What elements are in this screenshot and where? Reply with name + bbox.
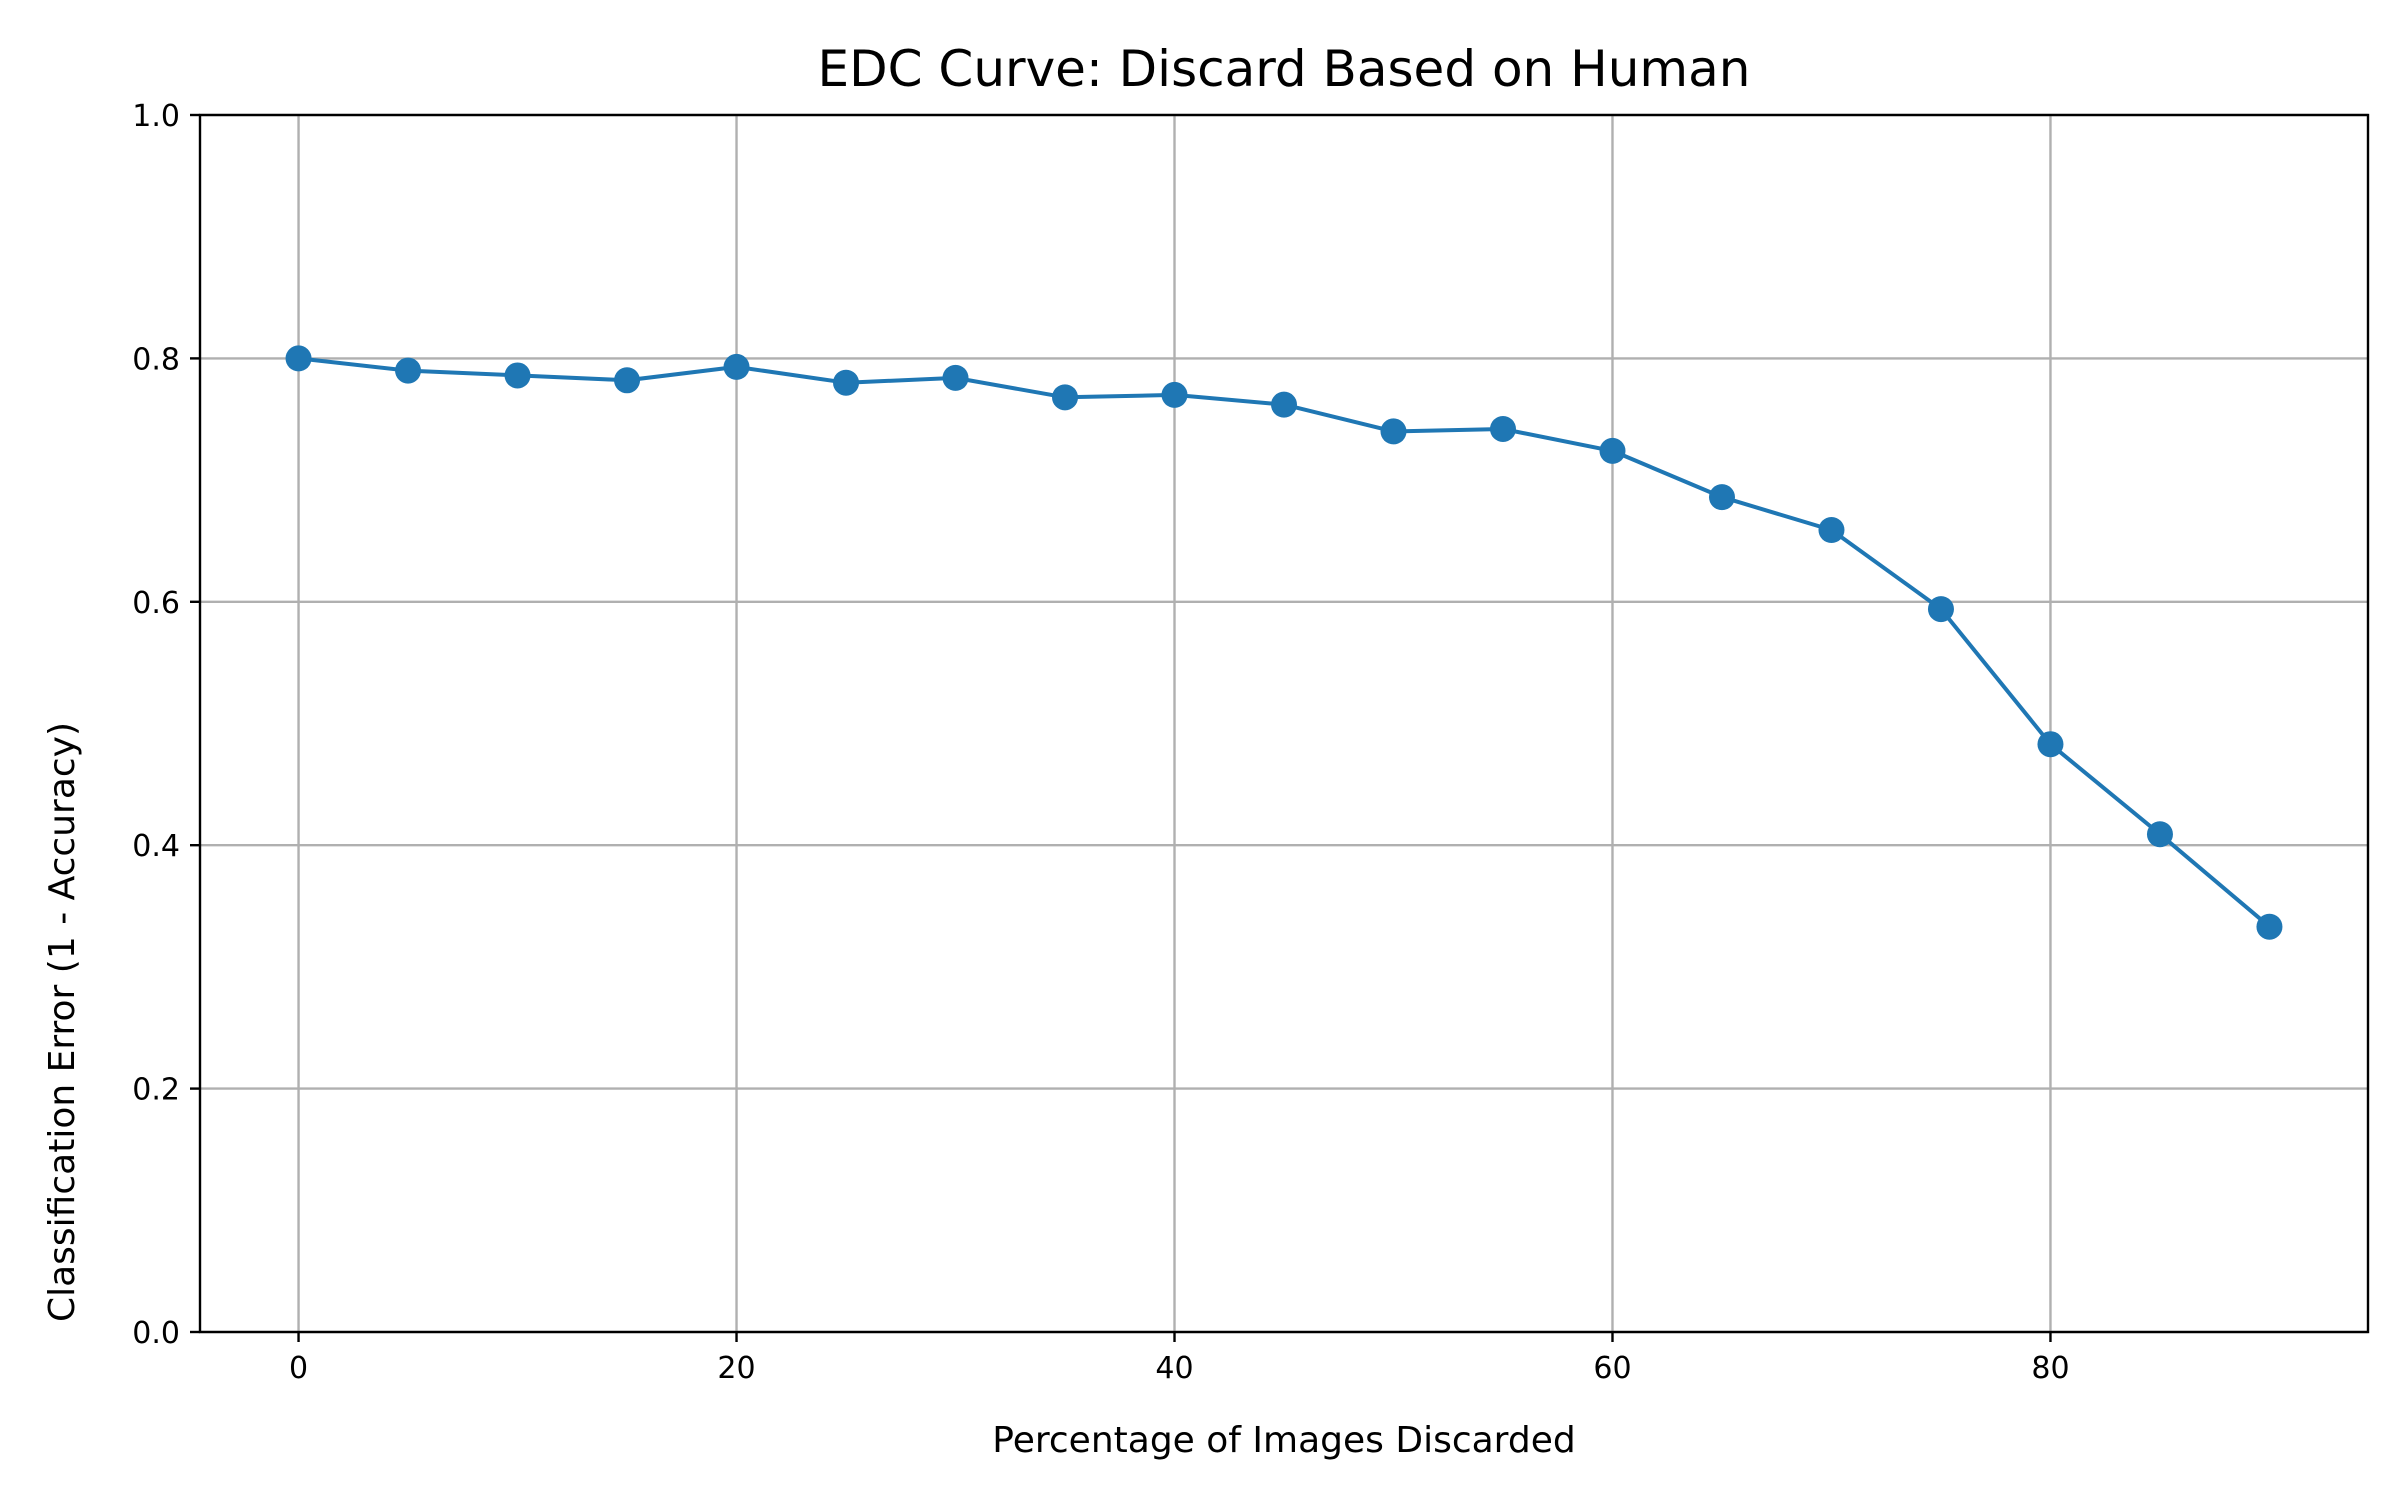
y-tick-label: 0.2 <box>132 1073 180 1108</box>
x-axis-label: Percentage of Images Discarded <box>992 1420 1575 1461</box>
y-axis-label: Classification Error (1 - Accuracy) <box>42 722 83 1322</box>
data-point <box>285 345 312 372</box>
x-tick-label: 60 <box>1593 1351 1631 1386</box>
data-point <box>723 353 750 380</box>
x-tick-label: 40 <box>1155 1351 1193 1386</box>
data-point <box>1052 384 1079 411</box>
data-point <box>504 362 531 389</box>
data-point <box>1489 415 1516 442</box>
data-point <box>1927 596 1954 623</box>
data-point <box>833 369 860 396</box>
data-point <box>1708 484 1735 511</box>
y-tick-label: 0.6 <box>132 586 180 621</box>
y-tick-label: 0.8 <box>132 342 180 377</box>
plot-area-frame <box>198 113 2370 1334</box>
data-point <box>942 364 969 391</box>
y-tick-label: 0.4 <box>132 829 180 864</box>
data-point <box>395 357 422 384</box>
data-point <box>1599 437 1626 464</box>
data-point <box>2146 821 2173 848</box>
data-point <box>2037 731 2064 758</box>
data-series <box>285 345 2283 940</box>
y-tick-label: 0.0 <box>132 1316 180 1351</box>
data-point <box>614 367 641 394</box>
y-axis: 0.0 0.2 0.4 0.6 0.8 1.0 <box>132 99 200 1351</box>
data-point <box>1818 516 1845 543</box>
y-tick-label: 1.0 <box>132 99 180 134</box>
data-point <box>1271 391 1297 418</box>
x-tick-label: 20 <box>717 1351 755 1386</box>
data-point <box>2256 913 2283 940</box>
data-point <box>1380 418 1407 445</box>
data-point <box>1161 381 1188 408</box>
x-tick-label: 80 <box>2031 1351 2069 1386</box>
x-axis: 0 20 40 60 80 <box>289 1332 2070 1386</box>
chart-title: EDC Curve: Discard Based on Human <box>818 40 1751 98</box>
x-tick-label: 0 <box>289 1351 308 1386</box>
